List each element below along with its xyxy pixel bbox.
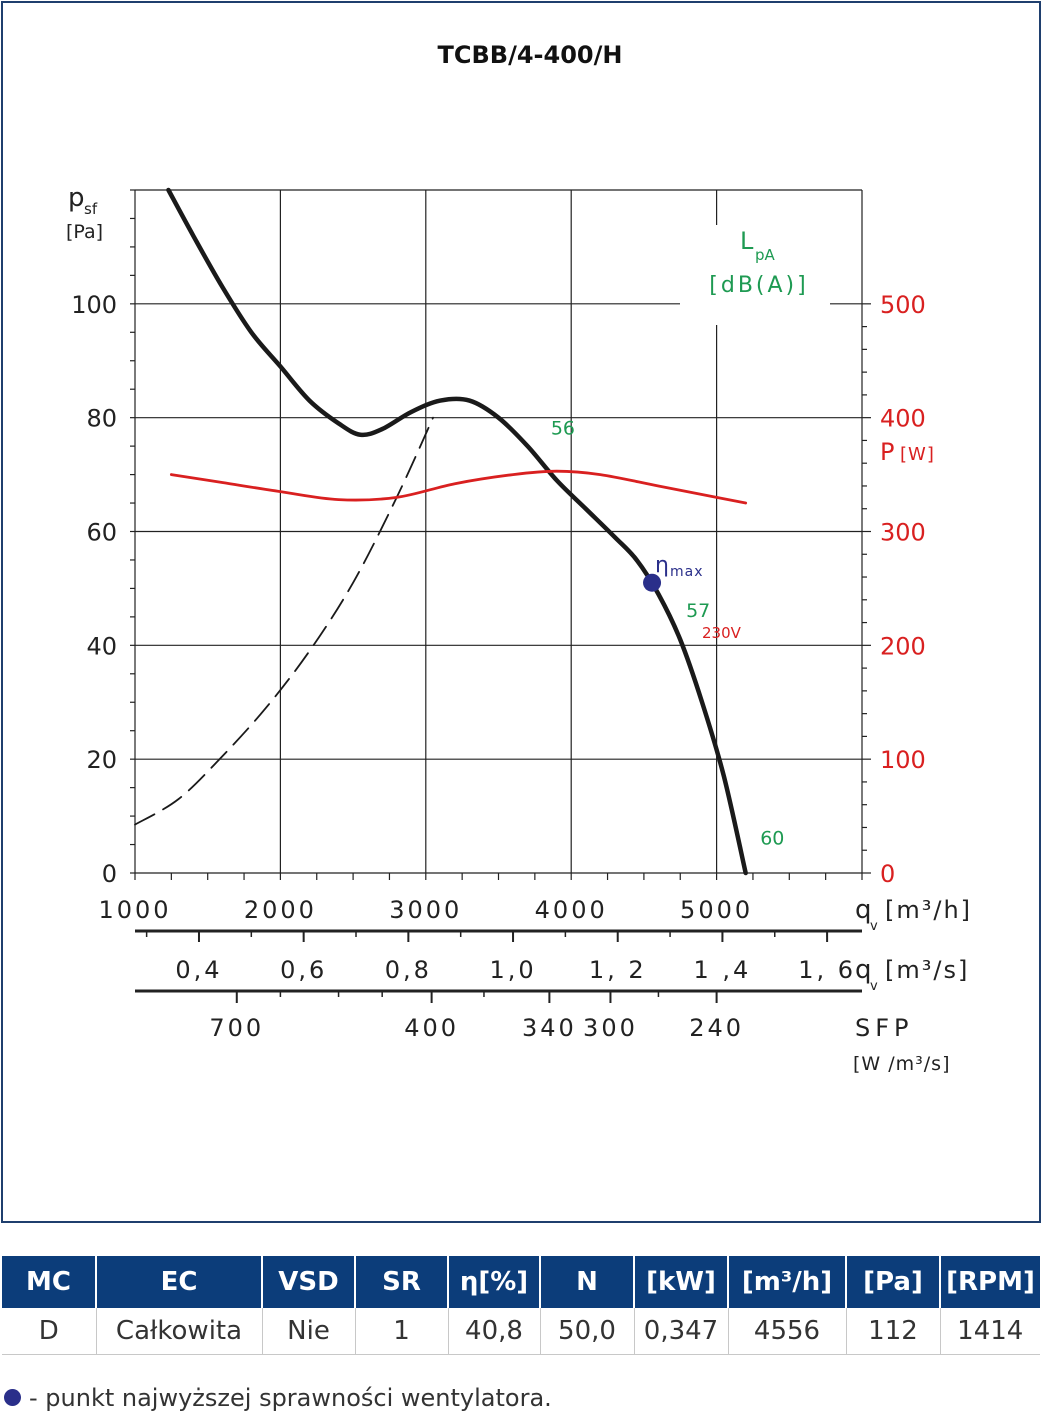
y-axis-unit: [Pa] <box>66 221 103 243</box>
table-header-cell: [m³/h] <box>727 1256 846 1308</box>
lpa-label-background <box>680 225 830 325</box>
x-tick-label-m3s: 1, 2 <box>589 956 647 984</box>
table-cell: 0,347 <box>633 1308 728 1355</box>
x-tick-label-m3h: 4000 <box>535 896 608 924</box>
table-header-cell: [kW] <box>633 1256 728 1308</box>
x-tick-label-m3h: 5000 <box>680 896 753 924</box>
table-header-cell: SR <box>354 1256 448 1308</box>
table-cell: 1414 <box>939 1308 1040 1355</box>
x-tick-label-m3s: 0,8 <box>385 956 432 984</box>
fan-performance-chart: TCBB/4-400/H 0 20 40 60 80 100 p sf [Pa] 0 100 200 30… <box>66 41 972 1075</box>
table-cell: 4556 <box>727 1308 846 1355</box>
y-axis-label-sub: sf <box>84 200 98 218</box>
eta-max-legend-icon <box>4 1388 21 1406</box>
x-axis-label-m3h: q <box>855 895 872 925</box>
series-power <box>169 469 748 505</box>
table-cell: D <box>2 1308 96 1355</box>
table-header-row: MC EC VSD SR η[%] N [kW] [m³/h] [Pa] [RPM] <box>2 1256 1040 1308</box>
sfp-tick-label: 300 <box>583 1014 638 1042</box>
y-tick-label: 60 <box>86 519 117 547</box>
x-axis-label-m3s: q <box>855 955 872 985</box>
power-tick-label: 0 <box>880 860 895 888</box>
table-header-cell: [Pa] <box>845 1256 940 1308</box>
power-series-label: 230V <box>702 624 742 642</box>
lpa-value-label: 57 <box>686 600 710 622</box>
x-tick-label-m3h: 3000 <box>389 896 462 924</box>
table-header-cell: N <box>539 1256 634 1308</box>
x-tick-label-m3h: 1000 <box>98 896 171 924</box>
table-cell: 40,8 <box>447 1308 540 1355</box>
eta-max-label: η <box>655 553 669 578</box>
x-axis-unit-m3s: [m³/s] <box>885 956 969 984</box>
x-axis-label-m3h-sub: v <box>870 919 878 934</box>
power-axis-unit: [W] <box>900 444 935 465</box>
y-tick-label: 20 <box>86 746 117 774</box>
lpa-value-label: 60 <box>760 828 784 850</box>
lpa-label-sub: pA <box>755 246 776 264</box>
table-cell: Całkowita <box>95 1308 262 1355</box>
y-tick-label: 100 <box>71 291 117 319</box>
y-tick-label: 40 <box>86 632 117 660</box>
table-row: D Całkowita Nie 1 40,8 50,0 0,347 4556 112 1414 <box>2 1308 1040 1355</box>
table-header-cell: VSD <box>261 1256 355 1308</box>
eta-max-label-sub: max <box>670 564 704 580</box>
y-axis-label: p <box>68 183 85 213</box>
lpa-label: L <box>740 227 754 255</box>
table-header-cell: MC <box>2 1256 96 1308</box>
table-cell: Nie <box>261 1308 355 1355</box>
lpa-value-label: 56 <box>551 418 575 440</box>
x-tick-label-m3s: 1,0 <box>489 956 536 984</box>
power-tick-label: 100 <box>880 746 926 774</box>
eta-max-point <box>643 573 662 592</box>
x-tick-label-m3s: 0,4 <box>175 956 222 984</box>
footnote: - punkt najwyższej sprawności wentylator… <box>4 1384 552 1412</box>
table-cell: 112 <box>845 1308 940 1355</box>
power-tick-label: 200 <box>880 632 926 660</box>
x-tick-label-m3s: 1, 6 <box>798 956 856 984</box>
sfp-tick-label: 240 <box>689 1014 744 1042</box>
x-axis-label-m3s-sub: v <box>870 979 878 994</box>
table-header-cell: EC <box>95 1256 262 1308</box>
table-header-cell: [RPM] <box>939 1256 1040 1308</box>
table-cell: 1 <box>354 1308 448 1355</box>
x-axis-unit-m3h: [m³/h] <box>885 896 972 924</box>
power-tick-label: 500 <box>880 291 926 319</box>
power-axis-label: P <box>880 438 894 466</box>
sfp-tick-label: 340 <box>522 1014 577 1042</box>
spec-table: MC EC VSD SR η[%] N [kW] [m³/h] [Pa] [RPM] D Całko… <box>2 1256 1040 1355</box>
table-cell: 50,0 <box>539 1308 634 1355</box>
series-system-curve <box>134 416 434 826</box>
y-tick-label: 0 <box>102 860 117 888</box>
sfp-tick-label: 400 <box>404 1014 459 1042</box>
chart-frame <box>1 1 1041 1223</box>
sfp-unit: [W /m³/s] <box>853 1053 950 1075</box>
x-tick-label-m3s: 1 ,4 <box>694 956 752 984</box>
chart-title: TCBB/4-400/H <box>438 41 623 69</box>
lpa-unit: [dB(A)] <box>709 273 808 298</box>
x-tick-label-m3h: 2000 <box>244 896 317 924</box>
y-tick-label: 80 <box>86 405 117 433</box>
series-fan-curve <box>166 187 748 876</box>
power-tick-label: 300 <box>880 519 926 547</box>
footnote-text: - punkt najwyższej sprawności wentylator… <box>29 1384 552 1412</box>
x-tick-label-m3s: 0,6 <box>280 956 327 984</box>
sfp-label: SFP <box>855 1014 914 1042</box>
table-header-cell: η[%] <box>447 1256 540 1308</box>
sfp-tick-label: 700 <box>209 1014 264 1042</box>
power-tick-label: 400 <box>880 405 926 433</box>
